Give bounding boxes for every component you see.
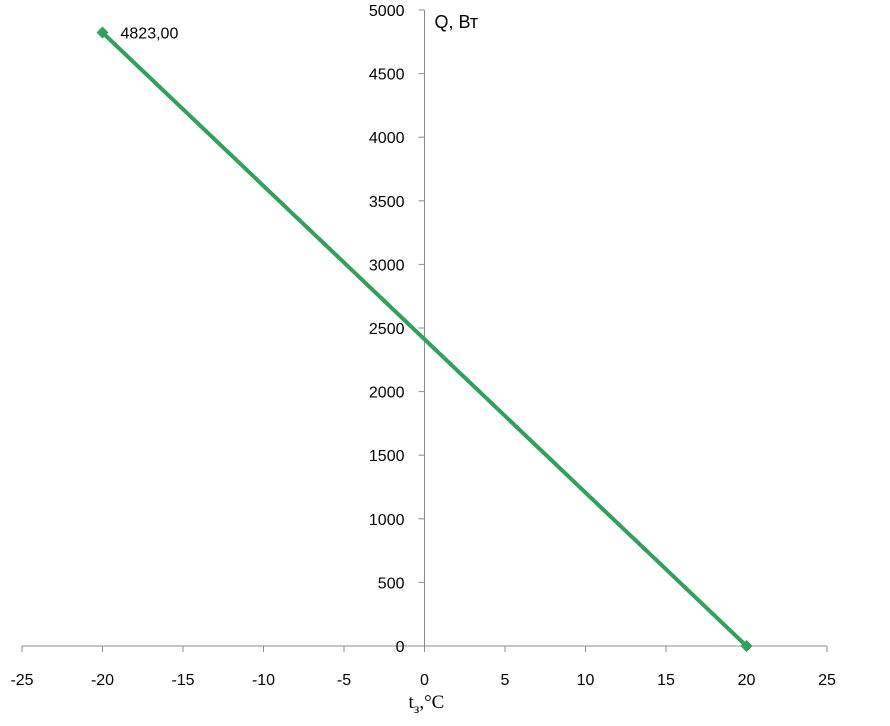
x-tick-label: 20 xyxy=(738,672,756,689)
y-tick-label: 3500 xyxy=(369,194,405,211)
y-tick-label: 4500 xyxy=(369,67,405,84)
axis-titles: Q, Вт tз,°C xyxy=(409,12,479,717)
data-label: 4823,00 xyxy=(121,26,179,43)
x-tick-label: -20 xyxy=(91,672,114,689)
x-axis-title-main: t xyxy=(409,692,415,713)
y-tick-label: 4000 xyxy=(369,130,405,147)
y-tick-label: 1000 xyxy=(369,512,405,529)
x-axis-title: tз,°C xyxy=(409,692,445,717)
data-point-marker xyxy=(740,640,753,652)
y-tick-labels: 0 500 1000 1500 2000 2500 3000 3500 4000 4500 5000 xyxy=(369,3,425,656)
x-axis-title-subscript: з xyxy=(414,702,420,717)
y-tick-label: 500 xyxy=(378,575,405,592)
y-axis-title: Q, Вт xyxy=(435,12,479,32)
x-tick-label: 5 xyxy=(501,672,510,689)
series-group: 4823,00 xyxy=(96,26,753,652)
y-tick-label: 2500 xyxy=(369,321,405,338)
x-tick-label: -25 xyxy=(10,672,33,689)
x-tick-label: 15 xyxy=(657,672,675,689)
y-tick-label: 5000 xyxy=(369,3,405,20)
x-tick-label: -5 xyxy=(337,672,351,689)
x-axis-title-suffix: ,°C xyxy=(419,692,444,713)
x-tick-label: 25 xyxy=(818,672,836,689)
y-tick-label: 0 xyxy=(396,639,405,656)
series-line xyxy=(100,30,749,648)
x-tick-label: 10 xyxy=(577,672,595,689)
y-tick-label: 3000 xyxy=(369,257,405,274)
x-tick-label: 0 xyxy=(420,672,429,689)
data-point-marker xyxy=(96,26,109,39)
x-tick-label: -10 xyxy=(252,672,275,689)
x-tick-label: -15 xyxy=(171,672,194,689)
y-tick-label: 2000 xyxy=(369,385,405,402)
x-tick-labels: -25 -20 -15 -10 -5 0 5 10 15 20 25 xyxy=(10,646,836,689)
y-tick-label: 1500 xyxy=(369,448,405,465)
